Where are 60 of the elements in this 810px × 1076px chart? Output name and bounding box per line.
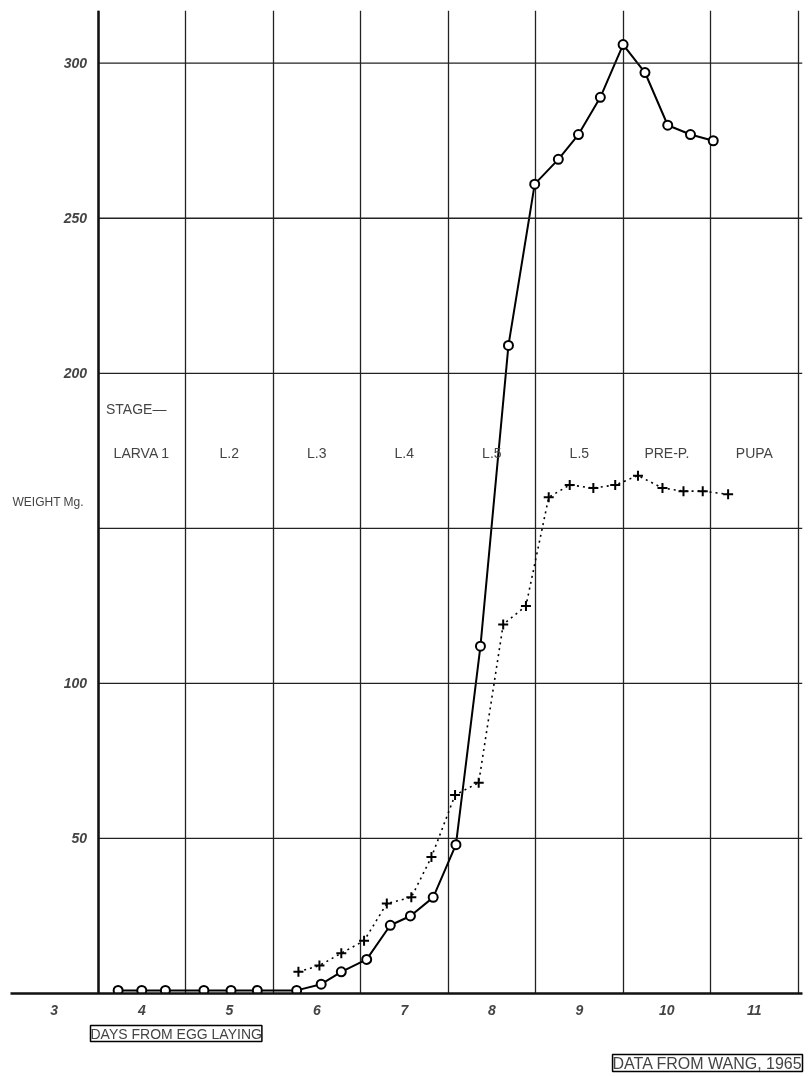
x-tick-label: 6 — [312, 1001, 321, 1018]
point — [502, 339, 514, 351]
point — [315, 978, 327, 990]
point — [159, 984, 171, 994]
point — [404, 910, 416, 922]
point — [696, 485, 709, 498]
point — [552, 153, 564, 165]
y-tick-label: 250 — [62, 210, 88, 227]
point — [474, 640, 486, 652]
annotation: L.4 — [394, 444, 415, 461]
point — [358, 934, 371, 947]
point — [677, 485, 690, 498]
point — [335, 966, 347, 978]
point — [136, 984, 148, 994]
y-tick-label: 50 — [71, 830, 88, 847]
point — [722, 488, 735, 501]
point — [450, 839, 462, 851]
annotation: L.3 — [307, 444, 327, 461]
x-tick-label: 10 — [659, 1001, 675, 1018]
x-tick-label: 3 — [50, 1001, 59, 1018]
annotation: L.2 — [219, 444, 240, 461]
point — [335, 947, 348, 960]
point — [405, 891, 418, 904]
point — [472, 776, 485, 789]
point — [384, 919, 396, 931]
point — [380, 897, 393, 910]
point — [684, 129, 696, 141]
point — [707, 135, 719, 147]
text: DATA FROM WANG, 1965 — [612, 1054, 802, 1072]
point — [291, 984, 303, 994]
x-tick-label: 7 — [400, 1001, 410, 1018]
point — [617, 39, 629, 51]
point — [497, 618, 510, 631]
point — [594, 91, 606, 103]
y-axis-title: WEIGHT Mg. — [12, 495, 84, 509]
annotation: PRE-P. — [644, 444, 690, 461]
point — [572, 129, 584, 141]
y-tick-label: 300 — [63, 55, 88, 72]
annotation: L.5 — [569, 444, 590, 461]
point — [251, 984, 263, 994]
point — [631, 469, 644, 482]
annotation: LARVA 1 — [113, 444, 170, 461]
point — [292, 965, 305, 978]
point — [529, 178, 541, 190]
x-tick-label: 5 — [225, 1001, 234, 1018]
x-tick-label: 8 — [487, 1001, 496, 1018]
x-tick-label: 4 — [136, 1001, 146, 1018]
x-axis-title: DAYS FROM EGG LAYING — [90, 1025, 262, 1042]
point — [361, 953, 373, 965]
annotation: STAGE— — [106, 400, 167, 417]
point — [427, 891, 439, 903]
x-tick-label: 9 — [575, 1001, 584, 1018]
y-tick-label: 200 — [62, 365, 88, 382]
x-tick-label: 11 — [747, 1001, 762, 1018]
point — [313, 959, 326, 972]
point — [542, 491, 555, 504]
y-tick-label: 100 — [63, 675, 88, 692]
point — [639, 67, 651, 79]
point — [662, 119, 674, 131]
annotation: PUPA — [735, 444, 774, 461]
